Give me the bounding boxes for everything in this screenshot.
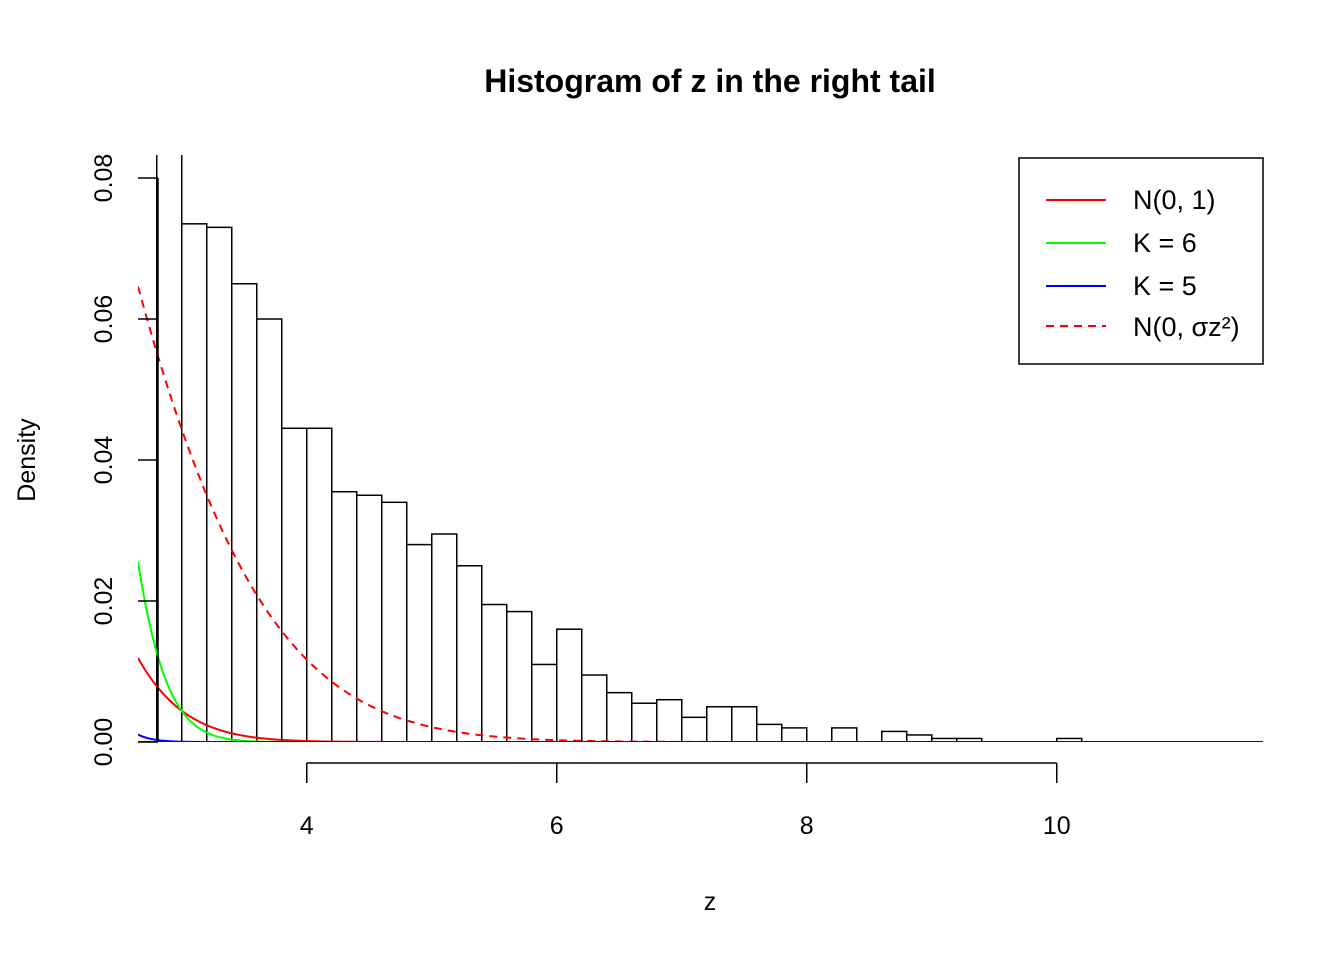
histogram-bar bbox=[331, 490, 358, 742]
x-tick-label: 6 bbox=[550, 812, 564, 840]
y-axis-label: Density bbox=[13, 418, 41, 502]
y-tick-label: 0.00 bbox=[90, 718, 118, 767]
histogram-bar bbox=[906, 734, 933, 742]
histogram-bar bbox=[306, 427, 333, 742]
y-tick-label: 0.04 bbox=[90, 436, 118, 485]
chart-title: Histogram of z in the right tail bbox=[484, 63, 936, 99]
histogram-bar bbox=[431, 533, 458, 742]
histogram-bar bbox=[731, 706, 758, 742]
histogram-bars bbox=[138, 155, 1083, 742]
histogram-bar bbox=[506, 610, 533, 742]
histogram-bar bbox=[606, 691, 633, 742]
histogram-bar bbox=[138, 155, 158, 742]
x-tick-label: 8 bbox=[800, 812, 814, 840]
histogram-bar bbox=[831, 727, 858, 742]
y-tick-label: 0.08 bbox=[90, 154, 118, 203]
y-tick-label: 0.02 bbox=[90, 577, 118, 626]
histogram-bar bbox=[181, 223, 208, 742]
histogram-bar bbox=[656, 698, 683, 742]
histogram-bar bbox=[756, 723, 783, 742]
legend-label-n01: N(0, 1) bbox=[1133, 185, 1216, 215]
legend-label-k5: K = 5 bbox=[1133, 271, 1197, 301]
histogram-bar bbox=[581, 674, 608, 742]
legend-label-k6: K = 6 bbox=[1133, 228, 1197, 258]
x-tick-label: 4 bbox=[300, 812, 314, 840]
legend-label-n0sigma: N(0, σz²) bbox=[1133, 312, 1240, 342]
histogram-bar bbox=[881, 730, 908, 742]
x-tick-label: 10 bbox=[1043, 812, 1071, 840]
histogram-bar bbox=[231, 283, 258, 742]
histogram-bar bbox=[631, 702, 658, 742]
histogram-bar bbox=[781, 727, 808, 742]
histogram-bar bbox=[481, 603, 508, 742]
histogram-bar bbox=[281, 427, 308, 742]
histogram-bar bbox=[531, 663, 558, 742]
histogram-bar bbox=[681, 716, 708, 742]
histogram-bar bbox=[156, 155, 183, 742]
x-axis: 4 6 8 10 bbox=[300, 762, 1071, 840]
legend: N(0, 1) K = 6 K = 5 N(0, σz²) bbox=[1018, 157, 1264, 365]
x-axis-label: z bbox=[704, 888, 717, 916]
histogram-bar bbox=[556, 628, 583, 742]
histogram-bar bbox=[206, 226, 233, 742]
histogram-bar bbox=[406, 543, 433, 742]
histogram-bar bbox=[256, 318, 283, 742]
legend-box bbox=[1018, 157, 1264, 365]
histogram-bar bbox=[706, 706, 733, 742]
y-tick-label: 0.06 bbox=[90, 295, 118, 344]
histogram-bar bbox=[381, 501, 408, 742]
density-curves bbox=[138, 286, 1263, 742]
y-axis: 0.00 0.02 0.04 0.06 0.08 bbox=[90, 154, 159, 767]
histogram-bar bbox=[456, 565, 483, 742]
